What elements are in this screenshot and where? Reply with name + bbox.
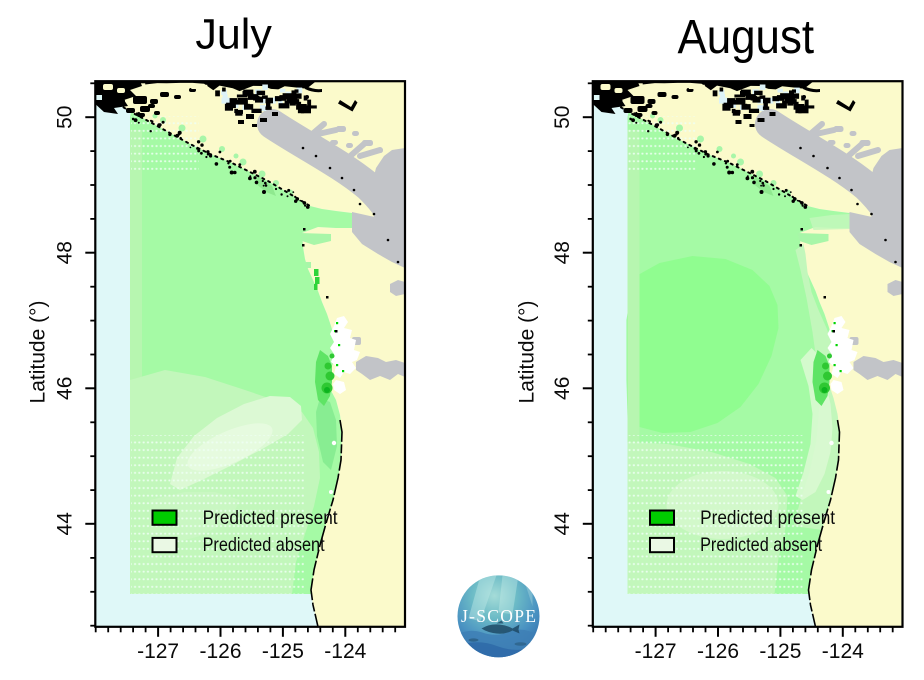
svg-text:50: 50 xyxy=(551,106,574,129)
svg-text:Predicted present: Predicted present xyxy=(203,507,339,529)
svg-text:44: 44 xyxy=(551,512,574,536)
svg-text:-124: -124 xyxy=(822,640,864,663)
svg-text:August: August xyxy=(678,11,815,64)
svg-text:-127: -127 xyxy=(137,640,179,663)
svg-text:-124: -124 xyxy=(324,640,366,663)
svg-text:July: July xyxy=(195,11,272,59)
svg-text:46: 46 xyxy=(551,377,574,400)
svg-text:-126: -126 xyxy=(697,640,739,663)
svg-text:-127: -127 xyxy=(635,640,677,663)
svg-text:Predicted present: Predicted present xyxy=(700,507,836,529)
svg-text:J-SCOPE: J-SCOPE xyxy=(461,606,536,626)
svg-text:48: 48 xyxy=(53,241,76,264)
svg-text:-126: -126 xyxy=(199,640,241,663)
svg-text:Latitude (°): Latitude (°) xyxy=(26,301,49,404)
svg-text:48: 48 xyxy=(551,241,574,264)
svg-text:50: 50 xyxy=(53,106,76,129)
svg-text:Predicted absent: Predicted absent xyxy=(203,534,325,556)
svg-text:44: 44 xyxy=(53,512,76,536)
svg-text:Predicted absent: Predicted absent xyxy=(700,534,822,556)
svg-text:46: 46 xyxy=(53,377,76,400)
svg-text:Latitude (°): Latitude (°) xyxy=(515,301,538,404)
svg-text:-125: -125 xyxy=(759,640,801,663)
svg-text:-125: -125 xyxy=(262,640,304,663)
